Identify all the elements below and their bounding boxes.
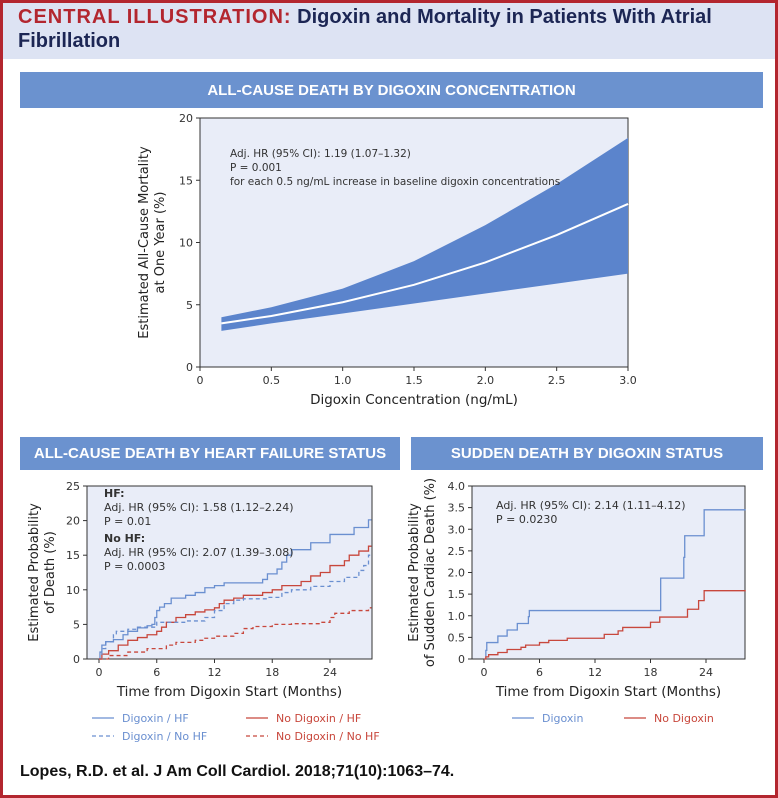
annotation-line: Adj. HR (95% CI): 1.19 (1.07–1.32): [230, 148, 411, 160]
page-title: CENTRAL ILLUSTRATION: Digoxin and Mortal…: [18, 5, 758, 53]
panel-title-sudden-death: SUDDEN DEATH BY DIGOXIN STATUS: [411, 437, 763, 470]
y-axis-label: Estimated Probability: [27, 503, 42, 642]
x-tick-label: 0.5: [263, 374, 281, 387]
x-axis-label: Time from Digoxin Start (Months): [495, 684, 721, 700]
y-tick-label: 20: [66, 515, 80, 528]
y-tick-label: 0: [186, 361, 193, 374]
annotation-line: Adj. HR (95% CI): 2.14 (1.11–4.12): [496, 499, 686, 512]
header-band: [3, 3, 775, 59]
citation: Lopes, R.D. et al. J Am Coll Cardiol. 20…: [20, 763, 455, 780]
y-axis-label: Estimated All-Cause Mortality: [137, 146, 152, 339]
annotation-line: HF:: [104, 487, 125, 500]
x-tick-label: 6: [536, 666, 543, 679]
y-axis-label: of Death (%): [43, 531, 58, 614]
series-line-digoxin-hf: [99, 519, 372, 660]
x-tick-label: 3.0: [619, 374, 637, 387]
x-tick-label: 12: [208, 666, 222, 679]
y-tick-label: 2.5: [448, 545, 466, 558]
y-axis-label: of Sudden Cardiac Death (%): [423, 478, 438, 667]
y-tick-label: 15: [179, 174, 193, 187]
y-axis-label: at One Year (%): [153, 192, 168, 294]
estimate-line: [221, 202, 629, 325]
series-line-no-digoxin-no-hf: [99, 607, 372, 660]
confidence-band: [221, 137, 628, 331]
x-tick-label: 1.5: [405, 374, 423, 387]
series-line-no-digoxin-hf: [99, 545, 372, 660]
legend-label: Digoxin: [542, 712, 583, 725]
series-line-no-digoxin: [484, 590, 746, 660]
x-tick-label: 6: [153, 666, 160, 679]
y-axis-label: Estimated Probability: [407, 503, 422, 642]
x-tick-label: 18: [265, 666, 279, 679]
y-tick-label: 3.5: [448, 502, 466, 515]
x-tick-label: 2.0: [477, 374, 495, 387]
y-tick-label: 20: [179, 112, 193, 125]
x-tick-label: 24: [323, 666, 337, 679]
annotation-line: P = 0.0003: [104, 560, 165, 573]
x-tick-label: 1.0: [334, 374, 352, 387]
y-tick-label: 5: [73, 618, 80, 631]
legend-label: Digoxin / No HF: [122, 730, 207, 743]
annotation-line: for each 0.5 ng/mL increase in baseline …: [230, 176, 560, 188]
y-tick-label: 3.0: [448, 523, 466, 536]
panel-title-hf-status: ALL-CAUSE DEATH BY HEART FAILURE STATUS: [20, 437, 400, 470]
annotation-line: Adj. HR (95% CI): 1.58 (1.12–2.24): [104, 501, 294, 514]
y-tick-label: 1.5: [448, 588, 466, 601]
legend-label: No Digoxin / HF: [276, 712, 361, 725]
y-tick-label: 10: [66, 584, 80, 597]
panel-title-concentration: ALL-CAUSE DEATH BY DIGOXIN CONCENTRATION: [20, 72, 763, 108]
y-tick-label: 2.0: [448, 567, 466, 580]
legend-label: Digoxin / HF: [122, 712, 189, 725]
annotation-line: Adj. HR (95% CI): 2.07 (1.39–3.08): [104, 546, 294, 559]
x-tick-label: 0: [197, 374, 204, 387]
y-tick-label: 10: [179, 237, 193, 250]
title-lead: CENTRAL ILLUSTRATION:: [18, 6, 292, 28]
y-tick-label: 0: [73, 653, 80, 666]
y-tick-label: 0.5: [448, 631, 466, 644]
legend-label: No Digoxin / No HF: [276, 730, 380, 743]
x-axis-label: Digoxin Concentration (ng/mL): [310, 392, 518, 408]
annotation-line: P = 0.01: [104, 515, 151, 528]
annotation-line: P = 0.001: [230, 162, 282, 174]
x-tick-label: 18: [644, 666, 658, 679]
annotation-line: No HF:: [104, 532, 145, 545]
y-tick-label: 4.0: [448, 480, 466, 493]
y-tick-label: 1.0: [448, 610, 466, 623]
x-tick-label: 0: [481, 666, 488, 679]
y-tick-label: 15: [66, 549, 80, 562]
series-line-digoxin-no-hf: [99, 554, 372, 660]
x-tick-label: 2.5: [548, 374, 566, 387]
x-tick-label: 24: [699, 666, 713, 679]
annotation-line: P = 0.0230: [496, 513, 557, 526]
x-axis-label: Time from Digoxin Start (Months): [116, 684, 342, 700]
y-tick-label: 5: [186, 299, 193, 312]
x-tick-label: 12: [588, 666, 602, 679]
y-tick-label: 25: [66, 480, 80, 493]
y-tick-label: 0: [458, 653, 465, 666]
title-text: Digoxin and Mortality in Patients With A…: [18, 6, 712, 52]
legend-label: No Digoxin: [654, 712, 714, 725]
series-line-digoxin: [484, 509, 746, 660]
x-tick-label: 0: [96, 666, 103, 679]
